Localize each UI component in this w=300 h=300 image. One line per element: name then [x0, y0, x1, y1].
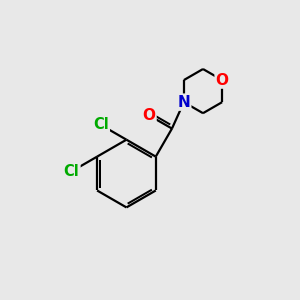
Text: N: N [178, 95, 190, 110]
Text: O: O [216, 73, 229, 88]
Text: Cl: Cl [64, 164, 80, 179]
Text: O: O [142, 108, 155, 123]
Text: Cl: Cl [93, 118, 109, 133]
